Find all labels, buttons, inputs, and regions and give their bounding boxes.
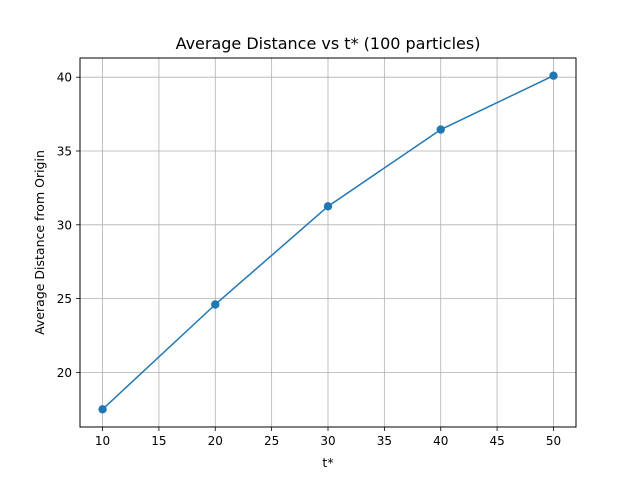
- x-tick-label: 25: [264, 434, 279, 448]
- y-tick-label: 25: [57, 292, 72, 306]
- chart-title: Average Distance vs t* (100 particles): [176, 34, 481, 53]
- y-tick-label: 35: [57, 144, 72, 158]
- axis-ticks: 10 15 20 25 30 35 40 45 50 20 25 30 35 40: [57, 71, 561, 448]
- data-point: [211, 300, 220, 309]
- x-tick-label: 35: [377, 434, 392, 448]
- x-tick-label: 50: [546, 434, 561, 448]
- grid-lines: [80, 58, 576, 427]
- data-point: [323, 202, 333, 211]
- data-point: [549, 71, 558, 80]
- y-tick-label: 30: [57, 218, 72, 232]
- x-tick-label: 15: [151, 434, 166, 448]
- y-tick-label: 40: [57, 71, 72, 85]
- x-tick-label: 40: [433, 434, 448, 448]
- data-point: [98, 405, 107, 414]
- x-axis-label: t*: [322, 455, 333, 470]
- data-point: [436, 125, 445, 134]
- series-group: [98, 71, 558, 414]
- y-axis-label: Average Distance from Origin: [32, 150, 47, 335]
- x-tick-label: 10: [95, 434, 110, 448]
- y-tick-label: 20: [57, 366, 72, 380]
- x-tick-label: 45: [489, 434, 504, 448]
- x-tick-label: 20: [208, 434, 223, 448]
- x-tick-label: 30: [320, 434, 335, 448]
